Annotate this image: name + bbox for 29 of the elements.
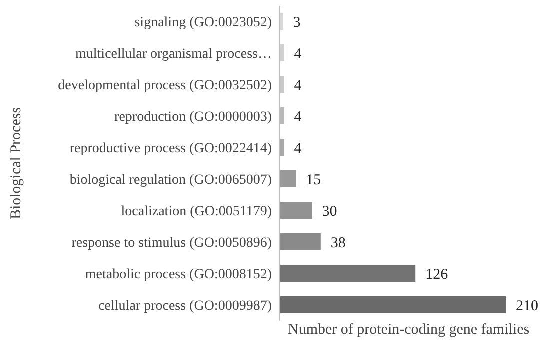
x-axis-title: Number of protein-coding gene families	[288, 322, 530, 339]
bar	[280, 139, 284, 156]
y-tick-label: biological regulation (GO:0065007)	[70, 173, 272, 188]
y-axis-title: Biological Process	[8, 107, 24, 220]
y-tick-label: response to stimulus (GO:0050896)	[72, 236, 272, 252]
data-label: 4	[294, 140, 302, 157]
bar	[280, 170, 296, 188]
y-tick-label: reproduction (GO:0000003)	[114, 110, 272, 126]
data-label: 3	[293, 14, 301, 31]
y-tick-label: localization (GO:0051179)	[121, 204, 272, 220]
y-tick-label: developmental process (GO:0032502)	[58, 78, 272, 94]
y-tick-label: reproductive process (GO:0022414)	[70, 142, 272, 157]
data-label: 4	[294, 78, 302, 94]
y-tick-label: signaling (GO:0023052)	[134, 16, 272, 31]
y-tick-label: multicellular organismal process…	[76, 47, 272, 62]
data-label: 126	[426, 266, 449, 283]
bar	[280, 202, 312, 219]
data-label: 4	[294, 109, 302, 126]
data-label: 15	[306, 172, 322, 188]
y-tick-label: cellular process (GO:0009987)	[98, 299, 272, 314]
data-label: 38	[330, 235, 346, 252]
data-label: 30	[322, 204, 338, 220]
bar	[280, 44, 284, 62]
y-tick-label: metabolic process (GO:0008152)	[85, 268, 272, 283]
data-label: 210	[516, 298, 538, 314]
bar	[280, 234, 321, 250]
bar	[280, 296, 506, 314]
data-label: 4	[294, 46, 302, 62]
bar	[280, 265, 416, 282]
